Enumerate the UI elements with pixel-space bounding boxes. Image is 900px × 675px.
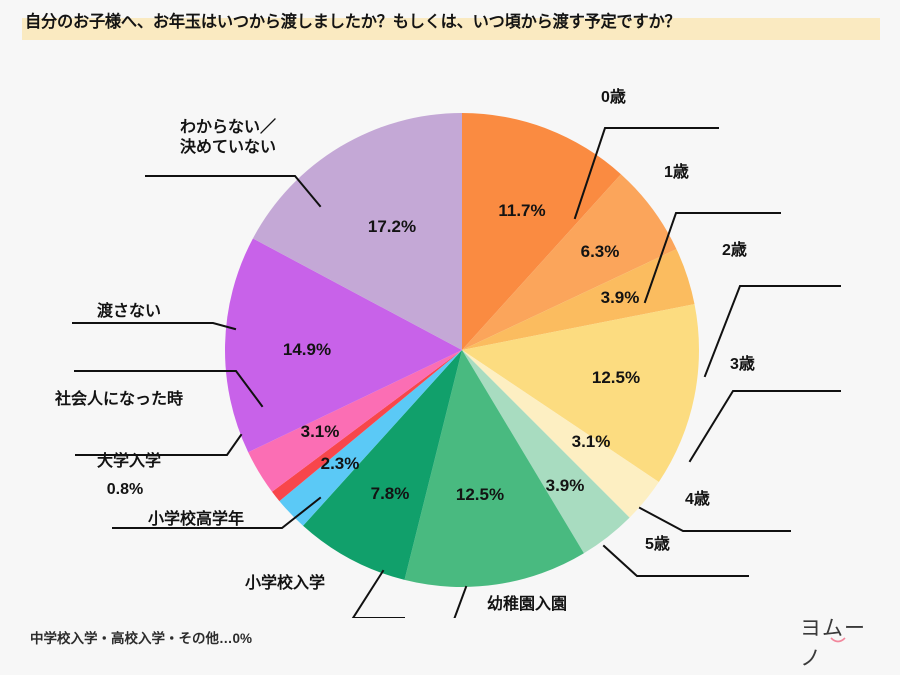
page-header: 自分のお子様へ、お年玉はいつから渡しましたか？もしくは、いつ頃から渡す予定ですか… bbox=[0, 0, 900, 58]
slice-percent-age1: 6.3% bbox=[580, 242, 620, 261]
pie-slice[interactable] bbox=[462, 174, 677, 350]
slice-percent-kindergarten: 12.5% bbox=[455, 485, 505, 504]
label-elementary-upper: 小学校高学年 bbox=[148, 511, 245, 528]
slice-percent-working-adult: 3.1% bbox=[300, 422, 340, 441]
pie-svg bbox=[72, 112, 841, 618]
label-age3: 3歳 bbox=[730, 356, 755, 373]
leader-line bbox=[72, 322, 237, 331]
footnote: 中学校入学・高校入学・その他…0% bbox=[30, 631, 253, 646]
leader-line bbox=[573, 127, 719, 220]
slice-percent-age3: 12.5% bbox=[591, 368, 641, 387]
label-kindergarten: 幼稚園入園 bbox=[487, 596, 568, 613]
brand-logo-swoosh-icon bbox=[830, 637, 846, 643]
pie-chart: 11.7% 6.3% 3.9% 12.5% 3.1% 3.9% 12.5% 7.… bbox=[0, 58, 900, 618]
label-unknown: わからない／ 決めていない bbox=[180, 118, 276, 158]
label-never: 渡さない bbox=[97, 303, 162, 320]
leader-line bbox=[453, 585, 468, 618]
slice-percent-elementary-upper: 2.3% bbox=[320, 454, 360, 473]
label-age0: 0歳 bbox=[601, 89, 626, 106]
label-university: 大学入学 bbox=[97, 453, 162, 470]
pie-slice[interactable] bbox=[462, 350, 659, 518]
page-title: 自分のお子様へ、お年玉はいつから渡しましたか？もしくは、いつ頃から渡す予定ですか… bbox=[25, 13, 681, 31]
pie-slice[interactable] bbox=[279, 350, 462, 526]
label-age5: 5歳 bbox=[645, 536, 670, 553]
leader-line bbox=[602, 544, 749, 577]
brand-logo-text: ヨムーノ bbox=[800, 616, 866, 670]
pie-slice[interactable] bbox=[404, 350, 584, 587]
leader-line bbox=[703, 285, 841, 378]
title-highlight-band bbox=[22, 18, 880, 40]
leader-line bbox=[145, 175, 322, 208]
slice-percent-age4: 3.1% bbox=[571, 432, 611, 451]
leader-line bbox=[74, 370, 264, 408]
leader-line bbox=[638, 506, 791, 532]
leader-line bbox=[75, 433, 243, 456]
leader-line bbox=[643, 212, 781, 304]
pie-slice[interactable] bbox=[462, 113, 621, 350]
slice-percent-age0: 11.7% bbox=[498, 201, 546, 220]
label-unknown-line2: 決めていない bbox=[180, 139, 277, 156]
slice-percent-unknown: 17.2% bbox=[367, 217, 417, 236]
pie-slice[interactable] bbox=[462, 304, 700, 482]
pie-slice[interactable] bbox=[303, 350, 462, 580]
label-elementary-entry: 小学校入学 bbox=[245, 575, 326, 592]
pie-slice[interactable] bbox=[272, 350, 462, 502]
pie-slice[interactable] bbox=[462, 249, 695, 350]
label-age4: 4歳 bbox=[685, 491, 710, 508]
slice-percent-never: 14.9% bbox=[282, 340, 332, 359]
pie-slice[interactable] bbox=[248, 350, 462, 492]
pie-slices bbox=[224, 112, 700, 587]
pie-slice[interactable] bbox=[224, 238, 462, 453]
leader-line bbox=[351, 569, 405, 618]
slice-percent-age5: 3.9% bbox=[545, 476, 585, 495]
brand-logo[interactable]: ヨムーノ bbox=[800, 612, 882, 670]
leader-line bbox=[112, 496, 322, 529]
leader-lines bbox=[72, 127, 841, 618]
slice-percent-university: 0.8% bbox=[106, 481, 144, 498]
slice-percent-age2: 3.9% bbox=[600, 288, 640, 307]
slice-percent-elementary-entry: 7.8% bbox=[370, 484, 410, 503]
pie-slice[interactable] bbox=[252, 112, 462, 350]
label-age1: 1歳 bbox=[664, 164, 689, 181]
pie-slice[interactable] bbox=[462, 350, 630, 554]
label-age2: 2歳 bbox=[722, 242, 747, 259]
label-unknown-line1: わからない／ bbox=[180, 119, 277, 136]
leader-line bbox=[688, 390, 841, 463]
label-working-adult: 社会人になった時 bbox=[55, 391, 184, 408]
